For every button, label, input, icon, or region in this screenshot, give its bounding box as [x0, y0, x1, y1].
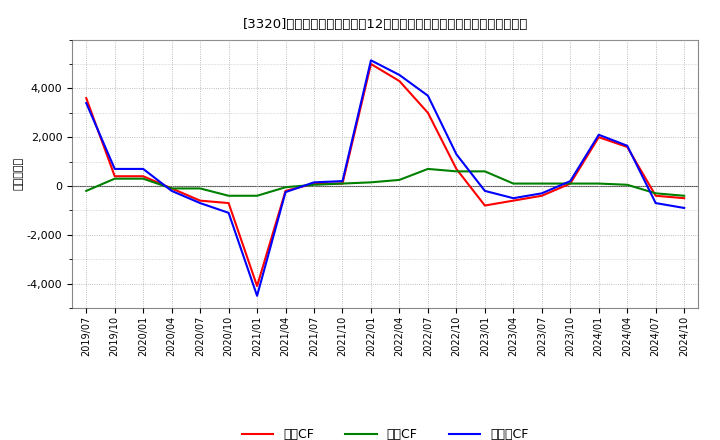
- 営業CF: [566, 181, 575, 186]
- 投資CF: [452, 169, 461, 174]
- フリーCF: [110, 166, 119, 172]
- フリーCF: [509, 195, 518, 201]
- 投資CF: [282, 184, 290, 190]
- フリーCF: [282, 190, 290, 195]
- フリーCF: [338, 179, 347, 184]
- Title: [3320]　キャッシュフローの12か月移動合計の対前年同期増減額の推移: [3320] キャッシュフローの12か月移動合計の対前年同期増減額の推移: [243, 18, 528, 32]
- 投資CF: [537, 181, 546, 186]
- フリーCF: [452, 152, 461, 157]
- フリーCF: [623, 143, 631, 148]
- 投資CF: [310, 182, 318, 187]
- フリーCF: [253, 293, 261, 298]
- 営業CF: [253, 283, 261, 289]
- 投資CF: [82, 188, 91, 194]
- 投資CF: [225, 193, 233, 198]
- フリーCF: [167, 188, 176, 194]
- 営業CF: [110, 174, 119, 179]
- フリーCF: [595, 132, 603, 137]
- 営業CF: [338, 181, 347, 186]
- 営業CF: [480, 203, 489, 208]
- フリーCF: [652, 201, 660, 206]
- 営業CF: [423, 110, 432, 115]
- フリーCF: [139, 166, 148, 172]
- 営業CF: [652, 193, 660, 198]
- 投資CF: [253, 193, 261, 198]
- 営業CF: [680, 195, 688, 201]
- フリーCF: [680, 205, 688, 211]
- フリーCF: [480, 188, 489, 194]
- 営業CF: [167, 186, 176, 191]
- 投資CF: [652, 191, 660, 196]
- 営業CF: [452, 166, 461, 172]
- 営業CF: [623, 144, 631, 150]
- 営業CF: [282, 188, 290, 194]
- 営業CF: [366, 61, 375, 66]
- 投資CF: [680, 193, 688, 198]
- 営業CF: [82, 95, 91, 101]
- 営業CF: [139, 174, 148, 179]
- 投資CF: [167, 186, 176, 191]
- 投資CF: [338, 181, 347, 186]
- 営業CF: [509, 198, 518, 203]
- 営業CF: [225, 201, 233, 206]
- フリーCF: [566, 179, 575, 184]
- 投資CF: [480, 169, 489, 174]
- 投資CF: [566, 181, 575, 186]
- フリーCF: [310, 180, 318, 185]
- 投資CF: [623, 182, 631, 187]
- フリーCF: [225, 210, 233, 216]
- 投資CF: [395, 177, 404, 183]
- 営業CF: [537, 193, 546, 198]
- 投資CF: [139, 176, 148, 181]
- 投資CF: [110, 176, 119, 181]
- Line: 投資CF: 投資CF: [86, 169, 684, 196]
- フリーCF: [196, 201, 204, 206]
- 営業CF: [196, 198, 204, 203]
- 投資CF: [595, 181, 603, 186]
- 営業CF: [595, 135, 603, 140]
- 営業CF: [395, 78, 404, 84]
- フリーCF: [423, 93, 432, 99]
- 投資CF: [196, 186, 204, 191]
- 投資CF: [366, 180, 375, 185]
- Line: フリーCF: フリーCF: [86, 60, 684, 296]
- フリーCF: [537, 191, 546, 196]
- 投資CF: [509, 181, 518, 186]
- Y-axis label: （百万円）: （百万円）: [14, 157, 24, 191]
- Legend: 営業CF, 投資CF, フリーCF: 営業CF, 投資CF, フリーCF: [242, 428, 528, 440]
- Line: 営業CF: 営業CF: [86, 64, 684, 286]
- フリーCF: [395, 72, 404, 77]
- 投資CF: [423, 166, 432, 172]
- フリーCF: [82, 100, 91, 106]
- 営業CF: [310, 181, 318, 186]
- フリーCF: [366, 58, 375, 63]
